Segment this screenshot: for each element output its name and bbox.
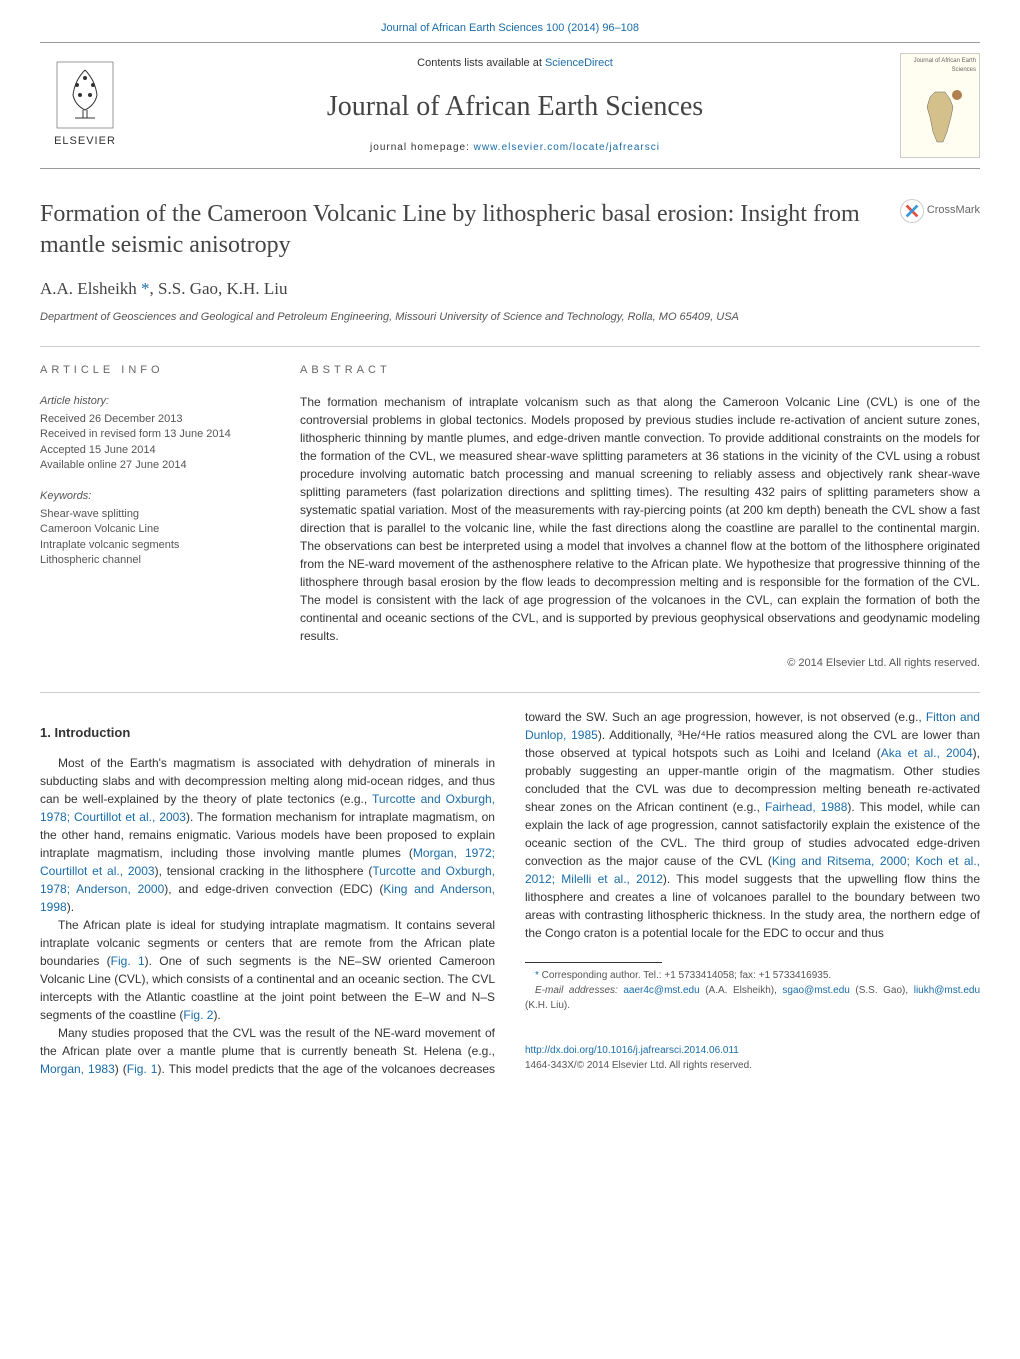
date-received: Received 26 December 2013: [40, 412, 260, 427]
footnote-separator: [525, 962, 662, 963]
abstract-column: abstract The formation mechanism of intr…: [300, 362, 980, 672]
keyword-item: Intraplate volcanic segments: [40, 538, 260, 553]
cover-title-text: Journal of African Earth Sciences: [901, 54, 979, 78]
authors-line: A.A. Elsheikh *, S.S. Gao, K.H. Liu: [40, 276, 980, 302]
history-label: Article history:: [40, 393, 260, 410]
journal-homepage-link[interactable]: www.elsevier.com/locate/jafrearsci: [474, 142, 660, 153]
elsevier-tree-icon: [55, 60, 115, 130]
corresp-marker: *: [141, 279, 150, 298]
issn-copyright: 1464-343X/© 2014 Elsevier Ltd. All right…: [525, 1060, 752, 1071]
sciencedirect-link[interactable]: ScienceDirect: [545, 57, 613, 69]
article-title: Formation of the Cameroon Volcanic Line …: [40, 199, 900, 261]
crossmark-label: CrossMark: [927, 202, 980, 219]
main-content-columns: 1. Introduction Most of the Earth's magm…: [40, 708, 980, 1079]
journal-homepage-line: journal homepage: www.elsevier.com/locat…: [130, 140, 900, 155]
meta-divider-top: [40, 346, 980, 347]
journal-name: Journal of African Earth Sciences: [130, 86, 900, 128]
email-link[interactable]: liukh@mst.edu: [914, 985, 980, 996]
abstract-copyright: © 2014 Elsevier Ltd. All rights reserved…: [300, 655, 980, 672]
date-revised: Received in revised form 13 June 2014: [40, 427, 260, 442]
africa-map-icon: [901, 78, 979, 157]
citation-link[interactable]: Aka et al., 2004: [881, 746, 973, 760]
crossmark-icon: [900, 199, 924, 223]
date-available: Available online 27 June 2014: [40, 458, 260, 473]
citation-link[interactable]: Morgan, 1983: [40, 1062, 115, 1076]
crossmark-badge[interactable]: CrossMark: [900, 199, 980, 223]
email-link[interactable]: sgao@mst.edu: [782, 985, 849, 996]
article-info-heading: article info: [40, 362, 260, 379]
keyword-item: Shear-wave splitting: [40, 507, 260, 522]
publisher-name: ELSEVIER: [54, 133, 116, 150]
keyword-item: Cameroon Volcanic Line: [40, 522, 260, 537]
publisher-logo[interactable]: ELSEVIER: [40, 55, 130, 155]
journal-cover[interactable]: Journal of African Earth Sciences: [900, 53, 980, 158]
meta-divider-bottom: [40, 692, 980, 693]
header-middle: Contents lists available at ScienceDirec…: [130, 55, 900, 156]
citation-link[interactable]: Fairhead, 1988: [765, 800, 847, 814]
footer-info: http://dx.doi.org/10.1016/j.jafrearsci.2…: [525, 1043, 980, 1073]
abstract-text: The formation mechanism of intraplate vo…: [300, 393, 980, 645]
email-footnote: E-mail addresses: aaer4c@mst.edu (A.A. E…: [525, 983, 980, 1013]
date-accepted: Accepted 15 June 2014: [40, 443, 260, 458]
figure-link[interactable]: Fig. 1: [111, 954, 145, 968]
keywords-label: Keywords:: [40, 488, 260, 505]
email-link[interactable]: aaer4c@mst.edu: [623, 985, 699, 996]
corresponding-author-footnote: * Corresponding author. Tel.: +1 5733414…: [525, 968, 980, 983]
doi-link[interactable]: http://dx.doi.org/10.1016/j.jafrearsci.2…: [525, 1045, 739, 1056]
figure-link[interactable]: Fig. 2: [183, 1008, 213, 1022]
introduction-heading: 1. Introduction: [40, 723, 495, 743]
contents-line: Contents lists available at ScienceDirec…: [130, 55, 900, 72]
journal-citation[interactable]: Journal of African Earth Sciences 100 (2…: [40, 20, 980, 37]
header-band: ELSEVIER Contents lists available at Sci…: [40, 42, 980, 169]
intro-paragraph: Most of the Earth's magmatism is associa…: [40, 754, 495, 916]
figure-link[interactable]: Fig. 1: [127, 1062, 158, 1076]
intro-paragraph: The African plate is ideal for studying …: [40, 916, 495, 1024]
affiliation: Department of Geosciences and Geological…: [40, 309, 980, 326]
keyword-item: Lithospheric channel: [40, 553, 260, 568]
article-info-column: article info Article history: Received 2…: [40, 362, 260, 672]
abstract-heading: abstract: [300, 362, 980, 379]
